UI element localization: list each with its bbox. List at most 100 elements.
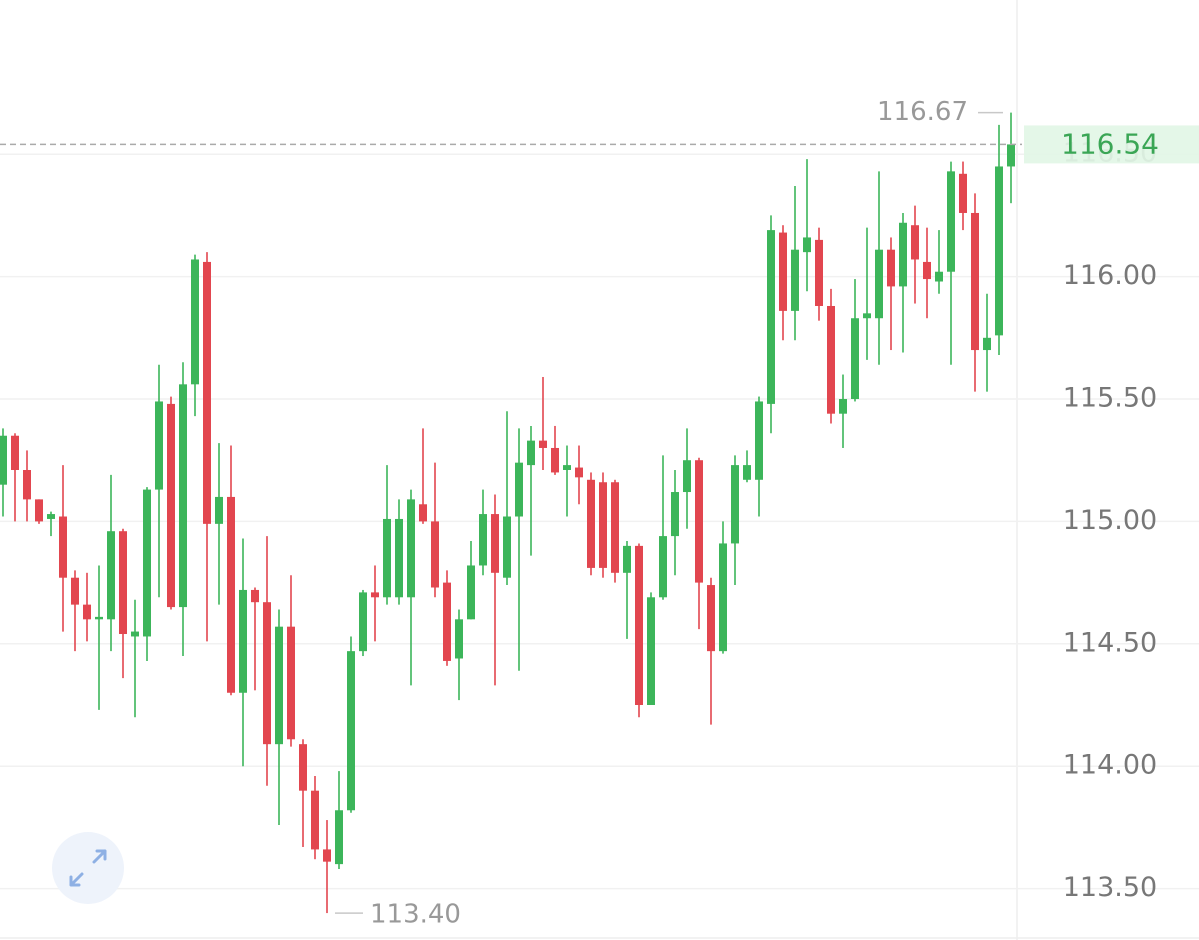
candle-body	[851, 318, 859, 400]
expand-button-bg[interactable]	[52, 832, 124, 904]
candle-body	[947, 171, 955, 272]
candle-body	[47, 514, 55, 519]
candle-body	[863, 313, 871, 319]
candle-body	[203, 261, 211, 524]
candle-body	[59, 516, 67, 578]
candle-body	[971, 212, 979, 351]
candle-body	[35, 499, 43, 522]
candle-body	[587, 479, 595, 568]
candle-body	[779, 232, 787, 311]
candle-body	[215, 496, 223, 524]
y-tick-label: 113.50	[1063, 872, 1157, 903]
candle-body	[1007, 144, 1015, 167]
candle-body	[719, 543, 727, 652]
candle-body	[251, 589, 259, 603]
candle-body	[827, 305, 835, 414]
candle-body	[767, 230, 775, 404]
candle-body	[899, 222, 907, 287]
candle-body	[491, 514, 499, 573]
low-label: 113.40	[370, 900, 461, 930]
candle-body	[179, 384, 187, 608]
expand-icon[interactable]	[69, 849, 107, 887]
candle-body	[743, 465, 751, 480]
candle-body	[323, 849, 331, 862]
candle-body	[431, 521, 439, 588]
candle-body	[155, 401, 163, 490]
y-tick-label: 115.50	[1063, 383, 1157, 414]
candle-body	[107, 531, 115, 620]
candle-body	[599, 482, 607, 568]
candle-body	[275, 626, 283, 745]
candle-body	[407, 499, 415, 598]
candle-body	[755, 401, 763, 480]
candle-body	[359, 592, 367, 652]
candle-body	[959, 173, 967, 213]
candle-body	[551, 447, 559, 473]
candle-body	[335, 810, 343, 865]
candle-body	[539, 440, 547, 448]
candle-body	[83, 604, 91, 620]
candle-body	[695, 460, 703, 583]
candle-body	[71, 577, 79, 605]
candle-body	[95, 616, 103, 620]
candle-body	[995, 166, 1003, 336]
candle-body	[563, 465, 571, 470]
candle-body	[263, 602, 271, 745]
candle-body	[647, 597, 655, 705]
candle-body	[443, 582, 451, 661]
candle-body	[635, 545, 643, 705]
candle-body	[683, 460, 691, 493]
candle-body	[371, 592, 379, 598]
candle-body	[623, 545, 631, 573]
expand-button[interactable]	[52, 832, 124, 904]
candle-body	[395, 518, 403, 598]
candle-body	[383, 518, 391, 598]
candle-body	[707, 585, 715, 652]
candle-body	[935, 271, 943, 282]
candle-body	[575, 467, 583, 478]
candle-body	[659, 536, 667, 598]
candle-body	[911, 225, 919, 260]
candle-body	[815, 239, 823, 306]
last-price-label: 116.54	[1061, 127, 1159, 160]
last-price-badge	[1024, 125, 1199, 164]
candle-body	[131, 631, 139, 637]
candle-body	[191, 259, 199, 385]
y-tick-label: 114.00	[1063, 750, 1157, 781]
high-label: 116.67	[877, 97, 968, 127]
y-tick-label: 114.50	[1063, 627, 1157, 658]
candle-body	[239, 589, 247, 693]
candles	[0, 112, 1015, 914]
candle-body	[611, 482, 619, 573]
candle-body	[119, 531, 127, 635]
candle-body	[455, 619, 463, 659]
candle-body	[983, 337, 991, 351]
candle-body	[503, 516, 511, 578]
candle-body	[923, 261, 931, 280]
candle-body	[11, 435, 19, 470]
candle-body	[347, 651, 355, 811]
candle-body	[0, 435, 7, 485]
candle-body	[227, 496, 235, 693]
candle-body	[287, 626, 295, 740]
candle-body	[299, 744, 307, 791]
candle-body	[875, 249, 883, 319]
candle-body	[23, 470, 31, 500]
candle-body	[167, 403, 175, 608]
candle-body	[731, 465, 739, 544]
candle-body	[839, 399, 847, 414]
candle-body	[887, 249, 895, 287]
candle-body	[419, 504, 427, 522]
candle-body	[515, 462, 523, 517]
candle-body	[479, 514, 487, 566]
candle-body	[791, 249, 799, 311]
y-tick-label: 116.00	[1063, 260, 1157, 291]
candle-body	[527, 440, 535, 466]
candle-body	[311, 790, 319, 850]
y-tick-label: 115.00	[1063, 505, 1157, 536]
candle-body	[143, 489, 151, 637]
candle-body	[671, 492, 679, 537]
annotations: 116.54 116.67 113.40	[0, 97, 1199, 930]
candle-body	[467, 565, 475, 620]
